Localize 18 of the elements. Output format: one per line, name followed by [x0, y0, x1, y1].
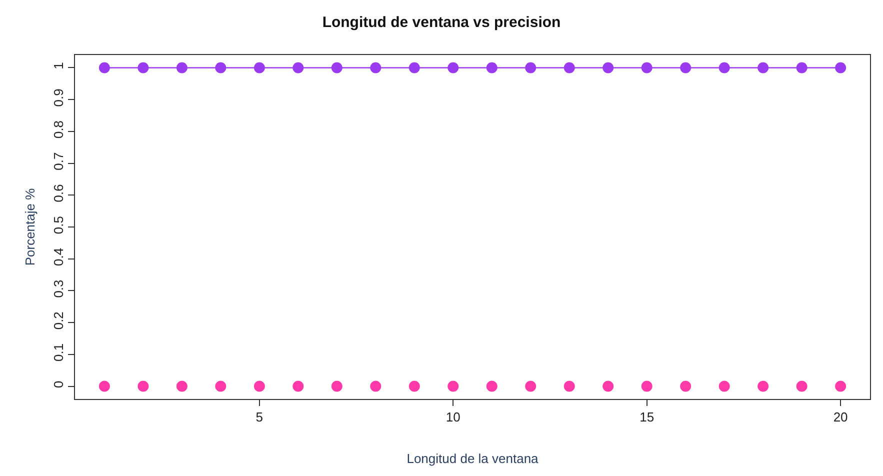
x-tick-label: 10 [446, 410, 460, 425]
y-tick-label: 0.7 [50, 152, 66, 170]
y-tick-label: 0.2 [50, 312, 66, 330]
y-tick-label: 1 [50, 62, 66, 70]
x-tick-label: 15 [640, 410, 654, 425]
y-tick-label: 0.6 [50, 184, 66, 202]
x-tick-label: 20 [833, 410, 848, 425]
y-tick-label: 0 [50, 380, 66, 388]
y-tick-label: 0.4 [50, 248, 66, 266]
x-tick-label: 5 [256, 410, 264, 425]
y-tick-label: 0.5 [50, 216, 66, 234]
x-axis-title: Longitud de la ventana [406, 451, 540, 466]
chart-title: Longitud de ventana vs precision [322, 14, 561, 32]
y-tick-label: 0.1 [50, 343, 66, 362]
y-tick-label: 0.8 [50, 120, 66, 139]
y-tick-label: 0.3 [50, 280, 66, 298]
y-tick-label: 0.9 [50, 88, 66, 107]
y-axis-title: Porcentaje % [22, 188, 38, 266]
